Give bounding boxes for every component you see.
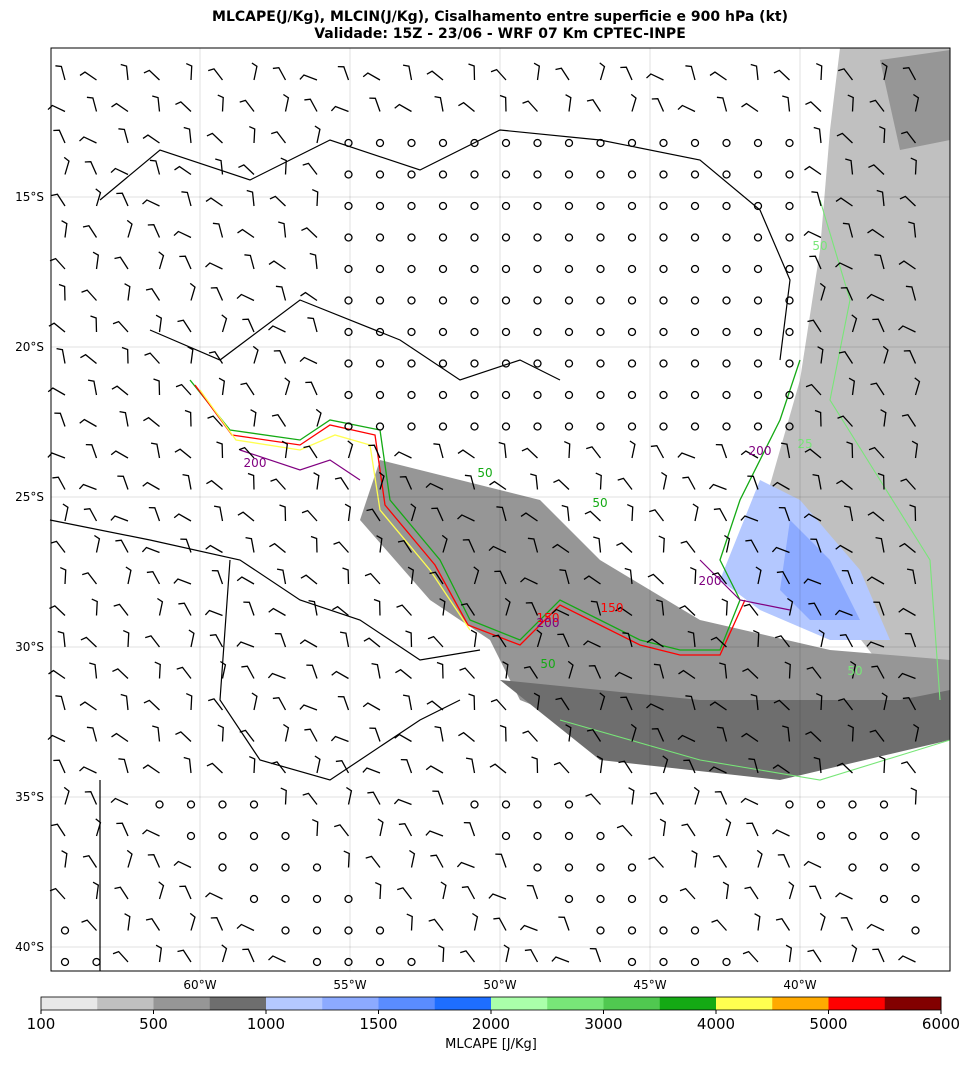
lon-label: 40°W <box>783 978 816 992</box>
colorbar-segment <box>491 997 548 1010</box>
colorbar-segment <box>828 997 886 1010</box>
colorbar-segment <box>153 997 211 1010</box>
lat-label: 20°S <box>15 340 44 354</box>
title: MLCAPE(J/Kg), MLCIN(J/Kg), Cisalhamento … <box>212 9 788 25</box>
colorbar-tick-label: 500 <box>139 1015 168 1033</box>
contour-label: 50 <box>592 496 607 510</box>
contour-label: 50 <box>540 657 555 671</box>
contour-label: 50 <box>477 466 492 480</box>
colorbar-segment <box>772 997 829 1010</box>
colorbar-segment <box>378 997 436 1010</box>
lat-label: 30°S <box>15 640 44 654</box>
colorbar-segment <box>209 997 267 1010</box>
lat-label: 35°S <box>15 790 44 804</box>
lat-label: 15°S <box>15 190 44 204</box>
lon-label: 55°W <box>333 978 366 992</box>
colorbar-tick-label: 3000 <box>584 1015 622 1033</box>
lat-label: 25°S <box>15 490 44 504</box>
colorbar-tick-label: 1000 <box>247 1015 285 1033</box>
contour-label: 150 <box>537 611 560 625</box>
colorbar-tick-label: 100 <box>27 1015 56 1033</box>
colorbar-segment <box>659 997 717 1010</box>
colorbar-segment <box>884 997 942 1010</box>
contour-label: 25 <box>797 437 812 451</box>
lat-label: 40°S <box>15 940 44 954</box>
lon-label: 50°W <box>483 978 516 992</box>
contour-label: 200 <box>699 574 722 588</box>
contour-label: 50 <box>847 664 862 678</box>
colorbar-segment <box>716 997 773 1010</box>
contour-label: 50 <box>812 239 827 253</box>
colorbar-tick-label: 5000 <box>809 1015 847 1033</box>
contour-label: 150 <box>601 601 624 615</box>
colorbar-segment <box>434 997 492 1010</box>
colorbar-tick-label: 4000 <box>697 1015 735 1033</box>
contour-label: 200 <box>749 444 772 458</box>
lon-label: 45°W <box>633 978 666 992</box>
colorbar-segment <box>603 997 661 1010</box>
colorbar-label: MLCAPE [J/Kg] <box>445 1037 537 1052</box>
colorbar-segment <box>547 997 604 1010</box>
lon-label: 60°W <box>183 978 216 992</box>
contour-label: 200 <box>244 456 267 470</box>
colorbar-segment <box>97 997 154 1010</box>
colorbar-tick-label: 2000 <box>472 1015 510 1033</box>
colorbar-segment <box>322 997 379 1010</box>
colorbar-segment <box>41 997 98 1010</box>
colorbar-tick-label: 6000 <box>922 1015 960 1033</box>
subtitle: Validade: 15Z - 23/06 - WRF 07 Km CPTEC-… <box>314 26 686 42</box>
colorbar-segment <box>266 997 323 1010</box>
colorbar-tick-label: 1500 <box>359 1015 397 1033</box>
contour-label: 200 <box>537 616 560 630</box>
